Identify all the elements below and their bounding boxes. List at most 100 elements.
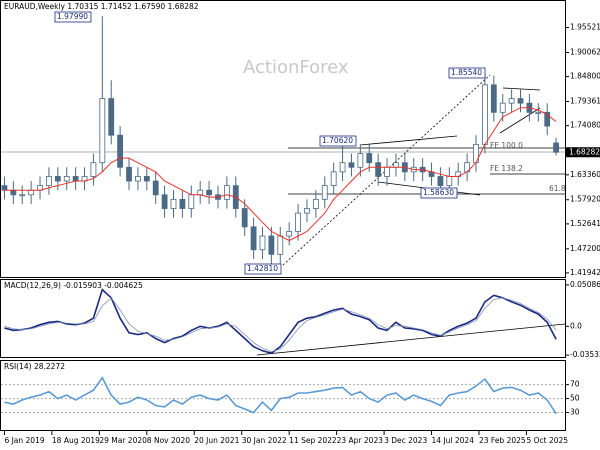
last-price-box <box>566 147 600 158</box>
y-tick-label: 1.57920 <box>570 195 600 204</box>
annotation-box <box>244 263 282 275</box>
candle-body <box>366 153 373 164</box>
candle-body <box>304 208 310 214</box>
candle-body <box>206 189 212 196</box>
candle-body <box>143 176 150 182</box>
macd-title: MACD(12,26,9) -0.015903 -0.004625 <box>4 281 143 290</box>
candle-body <box>170 198 177 209</box>
macd-panel <box>0 279 566 358</box>
y-tick-label: 1.47200 <box>570 244 600 253</box>
y-tick-label: 1.41942 <box>570 268 600 277</box>
y-tick-label: 1.52641 <box>570 219 600 228</box>
annotation: 1.42810 <box>247 264 278 273</box>
y-tick-label: 1.74080 <box>570 121 600 130</box>
y-tick-label: 1.63360 <box>570 170 600 179</box>
x-tick-label: 6 Jan 2019 <box>4 436 44 445</box>
candle-body <box>54 176 61 182</box>
candle-body <box>535 111 542 114</box>
price-panel <box>0 0 566 278</box>
macd-trend-line <box>256 323 566 356</box>
line-series <box>4 288 557 355</box>
x-tick-label: 29 Mar 2020 <box>99 436 147 445</box>
wedge-line <box>502 87 541 91</box>
candle-body <box>188 194 195 209</box>
y-tick-label: 50 <box>570 394 580 403</box>
x-tick-label: 30 Jan 2022 <box>242 436 287 445</box>
candle-body <box>348 162 355 168</box>
x-tick-label: 23 Apr 2023 <box>337 436 384 445</box>
candle-body <box>28 189 35 196</box>
candle-body <box>152 180 159 196</box>
candle-body <box>508 98 515 104</box>
candle-body <box>135 176 141 182</box>
y-tick-label: 30 <box>570 407 580 416</box>
annotation: 1.70620 <box>322 136 353 145</box>
candle-body <box>499 102 506 113</box>
annotation-box <box>319 135 357 147</box>
y-tick-label: 0.050863 <box>570 280 600 289</box>
candle-body <box>357 153 364 168</box>
candle-body <box>197 189 204 196</box>
candle-body <box>490 84 497 113</box>
x-tick-label: 18 Aug 2019 <box>52 436 100 445</box>
candle-body <box>384 166 390 177</box>
candle-body <box>259 235 266 251</box>
candle-body <box>330 171 337 187</box>
candle-body <box>90 162 97 177</box>
candle-body <box>126 166 132 182</box>
candle-body <box>99 98 106 164</box>
watermark: ActionForex <box>243 57 349 78</box>
x-tick-label: 11 Sep 2022 <box>289 436 337 445</box>
candle-body <box>1 185 8 191</box>
annotation: 1.58630 <box>423 188 454 197</box>
x-tick-label: 8 Nov 2020 <box>147 436 190 445</box>
candle-body <box>117 134 124 168</box>
rsi-panel <box>0 360 566 431</box>
candle-body <box>161 194 168 209</box>
line-series <box>4 297 557 353</box>
candle-body <box>544 111 551 127</box>
x-tick-label: 23 Feb 2025 <box>479 436 526 445</box>
line-series <box>4 107 557 242</box>
candle-body <box>446 176 453 187</box>
y-tick-label: 1.95521 <box>570 22 600 31</box>
candle-body <box>10 189 17 196</box>
annotation-box <box>448 67 486 79</box>
annotation: 1.97990 <box>57 12 88 21</box>
annotation-box <box>54 11 92 23</box>
candle-body <box>241 208 248 228</box>
x-tick-label: 3 Dec 2023 <box>384 436 427 445</box>
x-tick-label: 5 Oct 2025 <box>526 436 568 445</box>
candle-body <box>179 198 186 209</box>
chart-title: EURAUD,Weekly 1.70315 1.71452 1.67590 1.… <box>4 2 199 11</box>
candle-body <box>277 235 284 255</box>
annotation: FE 100.0 <box>490 141 523 150</box>
candle-body <box>19 194 26 197</box>
candle-body <box>108 98 115 136</box>
candle-body <box>517 98 524 104</box>
rsi-title: RSI(14) 28.2272 <box>4 362 65 371</box>
candle-body <box>250 226 257 251</box>
candle-body <box>339 162 346 173</box>
line-series <box>4 376 557 415</box>
y-tick-label: 1.84800 <box>570 72 600 81</box>
wedge-line <box>499 107 541 134</box>
y-tick-label: -0.035322 <box>570 350 600 359</box>
candle-body <box>312 198 319 209</box>
x-tick-label: 20 Jun 2021 <box>194 436 239 445</box>
candle-body <box>63 176 70 182</box>
annotation-box <box>420 187 458 199</box>
candle-body <box>295 212 301 232</box>
candle-body <box>268 235 275 255</box>
candle-body <box>72 176 79 182</box>
candle-body <box>393 162 399 168</box>
y-tick-label: 70 <box>570 380 580 389</box>
triangle-line <box>359 135 458 146</box>
candle-body <box>46 176 52 187</box>
candle-body <box>375 162 382 177</box>
candle-body <box>553 142 560 153</box>
y-tick-label: 0.0 <box>570 321 582 330</box>
last-price-label: 1.68282 <box>569 147 600 156</box>
annotation: 1.85540 <box>451 68 482 77</box>
